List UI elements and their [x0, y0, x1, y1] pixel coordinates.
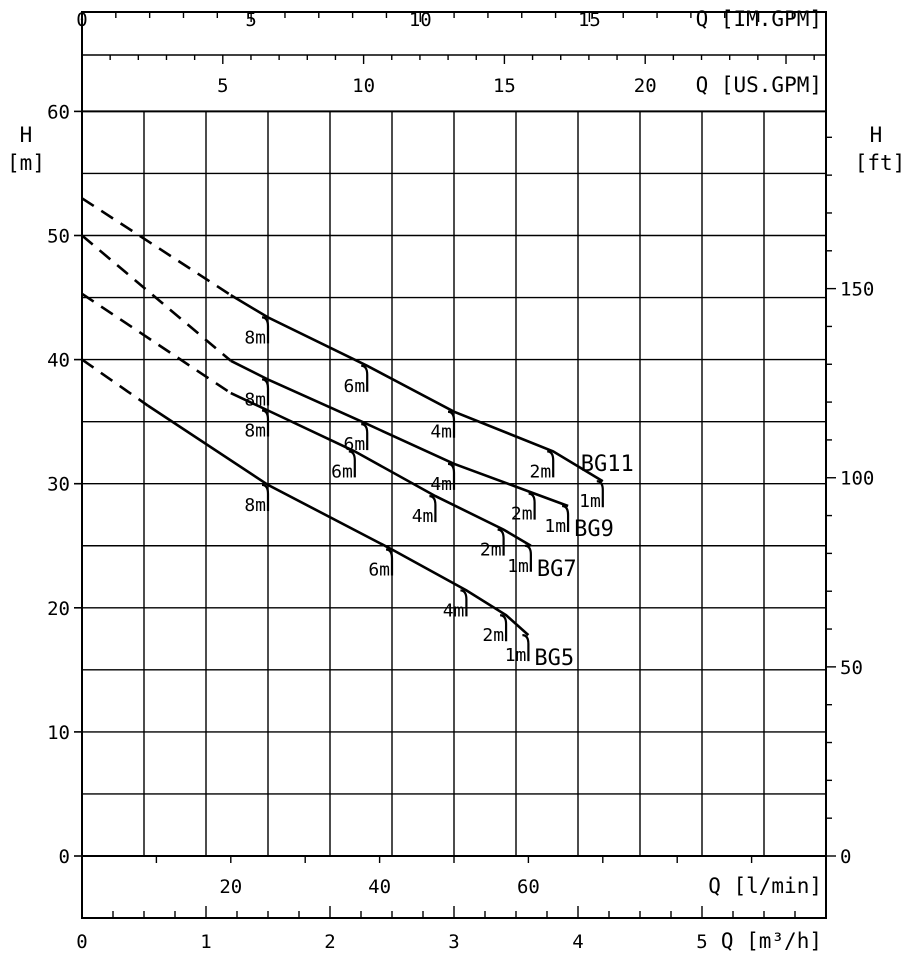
bg5-marker-label-6m: 6m: [368, 559, 390, 580]
bg11-marker-6m: [361, 364, 369, 392]
bg7-dashed-segment: [81, 292, 232, 395]
usgpm-tick-label: 10: [352, 75, 375, 97]
bottom-tick-label: 4: [572, 931, 583, 953]
bg9-marker-label-6m: 6m: [344, 434, 366, 455]
bg11-marker-label-4m: 4m: [430, 422, 452, 443]
right-tick-label: 50: [840, 657, 863, 679]
usgpm-tick-label: 5: [217, 75, 228, 97]
bg5-curve: [146, 404, 530, 637]
bg11-curve: [230, 293, 604, 483]
imgpm-tick-label: 15: [578, 9, 601, 31]
bg11-marker-8m: [261, 316, 270, 344]
bottom-inner-axis-title: Q [l/min]: [708, 874, 822, 898]
bottom-tick-label: 0: [76, 931, 87, 953]
bg7-marker-8m: [261, 409, 270, 437]
bg7-marker-2m: [497, 528, 505, 556]
bg9-series-label: BG9: [574, 517, 614, 542]
left-tick-label: 30: [47, 474, 70, 496]
left-axis-title-line1: H: [20, 123, 33, 147]
labels: 0 10 20 30 40 50 60 0 50 100 150 0 1 2 3 4 5 20 40 60 0 5 10 15…: [47, 9, 874, 953]
bg11-marker-1m: [596, 480, 604, 508]
bottom-tick-label: 2: [324, 931, 335, 953]
bg9-marker-label-4m: 4m: [430, 474, 452, 495]
left-tick-label: 20: [47, 598, 70, 620]
bg11-dashed-segment: [81, 197, 232, 297]
bottom-tick-label: 3: [448, 931, 459, 953]
bg5-marker-1m: [522, 634, 530, 662]
bg11-marker-label-1m: 1m: [579, 491, 601, 512]
bg7-marker-label-8m: 8m: [244, 420, 266, 441]
bg7-marker-label-2m: 2m: [480, 540, 502, 561]
bg7-marker-label-4m: 4m: [412, 506, 434, 527]
right-tick-label: 0: [840, 846, 851, 868]
bg7-series-label: BG7: [537, 557, 577, 582]
right-tick-label: 100: [840, 468, 874, 490]
curves: [81, 197, 604, 662]
left-tick-label: 60: [47, 101, 70, 123]
bg5-marker-label-8m: 8m: [244, 495, 266, 516]
bottom-tick-label: 1: [200, 931, 211, 953]
bg9-marker-label-2m: 2m: [511, 504, 533, 525]
top-inner-axis-title: Q [US.GPM]: [696, 73, 822, 97]
imgpm-tick-label: 10: [409, 9, 432, 31]
right-tick-label: 150: [840, 279, 874, 301]
bg5-marker-2m: [499, 614, 508, 642]
lmin-tick-label: 60: [517, 876, 540, 898]
imgpm-tick-label: 5: [245, 9, 256, 31]
bg11-marker-label-2m: 2m: [530, 461, 552, 482]
bg7-marker-4m: [429, 495, 437, 523]
top-axis-title: Q [IM.GPM]: [696, 7, 822, 31]
right-axis-title-line1: H: [870, 123, 883, 147]
bg7-marker-label-1m: 1m: [507, 556, 529, 577]
bg9-marker-8m: [261, 378, 270, 406]
bg11-series-label: BG11: [581, 452, 634, 477]
bg5-series-label: BG5: [534, 646, 574, 671]
lmin-tick-label: 40: [368, 876, 391, 898]
left-tick-label: 0: [59, 846, 70, 868]
usgpm-tick-label: 20: [634, 75, 657, 97]
bg5-dashed-segment: [81, 358, 149, 407]
bottom-tick-label: 5: [696, 931, 707, 953]
bg9-marker-6m: [361, 423, 369, 451]
bg9-marker-1m: [561, 504, 570, 533]
axis-ticks: [74, 12, 836, 918]
bg9-curve: [230, 359, 569, 508]
bg5-marker-8m: [261, 483, 270, 511]
left-axis-title-line2: [m]: [7, 151, 45, 175]
left-tick-label: 10: [47, 722, 70, 744]
bg11-marker-4m: [447, 410, 456, 438]
left-tick-label: 40: [47, 350, 70, 372]
bg9-marker-4m: [447, 462, 456, 490]
bg9-marker-2m: [528, 492, 536, 520]
bg5-marker-label-4m: 4m: [443, 600, 465, 621]
bg7-marker-label-6m: 6m: [331, 461, 353, 482]
bg5-marker-6m: [385, 548, 394, 576]
bg9-dashed-segment: [81, 234, 232, 362]
usgpm-tick-label: 15: [493, 75, 516, 97]
bg5-marker-label-1m: 1m: [505, 645, 527, 666]
bg5-marker-label-2m: 2m: [482, 625, 504, 646]
bg7-curve: [230, 391, 532, 547]
bg5-marker-4m: [460, 589, 468, 617]
bg11-marker-label-6m: 6m: [344, 376, 366, 397]
bg7-marker-1m: [524, 544, 532, 572]
lmin-tick-label: 20: [219, 876, 242, 898]
right-axis-title-line2: [ft]: [855, 151, 906, 175]
bg9-marker-label-1m: 1m: [544, 516, 566, 537]
bg11-marker-2m: [547, 450, 555, 478]
bg7-marker-6m: [348, 450, 356, 478]
bg9-marker-label-8m: 8m: [244, 389, 266, 410]
bottom-axis-title: Q [m³/h]: [721, 929, 822, 953]
left-tick-label: 50: [47, 226, 70, 248]
bg11-marker-label-8m: 8m: [244, 327, 266, 348]
imgpm-tick-label: 0: [76, 9, 87, 31]
